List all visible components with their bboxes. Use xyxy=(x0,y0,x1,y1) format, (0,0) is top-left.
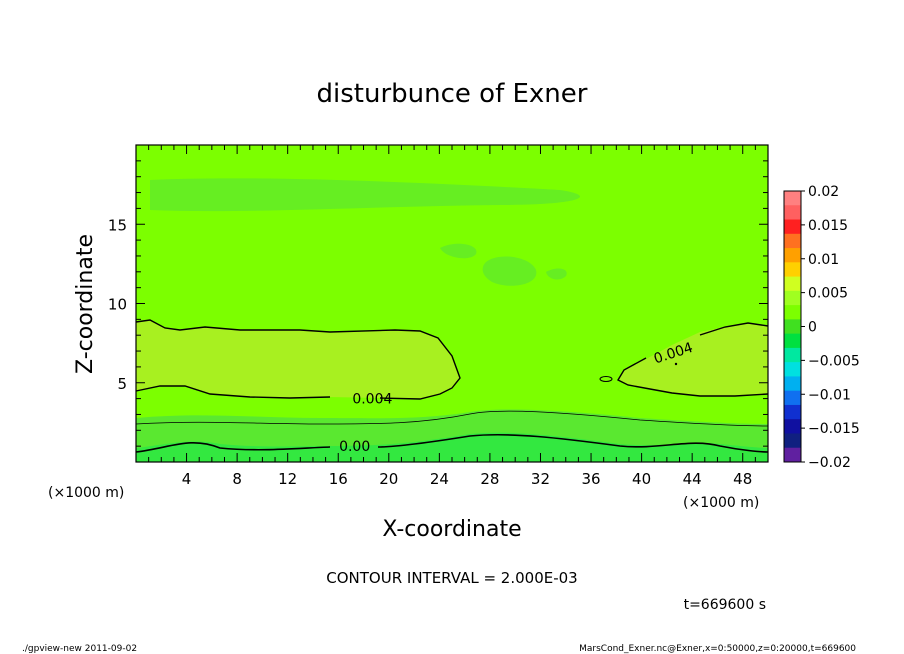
colorbar-swatch xyxy=(784,319,801,335)
colorbar-label: −0.01 xyxy=(808,387,851,403)
x-tick-label: 40 xyxy=(632,470,651,488)
contour-line xyxy=(135,385,331,399)
contour-label: 0.00 xyxy=(339,439,370,455)
x-tick-label: 48 xyxy=(733,470,752,488)
colorbar-swatch xyxy=(784,419,801,434)
contour-interval: CONTOUR INTERVAL = 2.000E-03 xyxy=(326,569,577,587)
y-tick-label: 5 xyxy=(117,375,127,393)
x-tick-label: 28 xyxy=(480,470,499,488)
colorbar-label: 0.01 xyxy=(808,252,839,268)
colorbar-label: 0 xyxy=(808,320,817,336)
y-axis: 5 10 15 xyxy=(108,160,768,447)
colorbar-swatch xyxy=(784,233,801,249)
colorbar-swatch xyxy=(784,276,801,292)
positive-region xyxy=(618,323,768,396)
colorbar-swatch xyxy=(784,447,801,463)
field-patch xyxy=(546,268,567,280)
x-tick-label: 4 xyxy=(182,470,192,488)
x-axis: 4 8 12 16 20 24 28 32 36 40 44 48 xyxy=(148,145,756,488)
colorbar-swatch xyxy=(784,333,801,349)
positive-region xyxy=(136,320,460,399)
x-tick-label: 36 xyxy=(581,470,600,488)
plot-area: 0.004 0.004 0.00 xyxy=(135,144,769,463)
x-tick-label: 8 xyxy=(232,470,242,488)
contour-line xyxy=(674,362,678,366)
contour-label: 0.004 xyxy=(352,392,392,408)
x-tick-label: 44 xyxy=(683,470,702,488)
colorbar-label: −0.005 xyxy=(808,353,860,369)
x-unit-label-left: (×1000 m) xyxy=(48,485,124,501)
colorbar-swatch xyxy=(784,347,801,363)
colorbar-label: −0.02 xyxy=(808,455,851,471)
y-axis-title: Z-coordinate xyxy=(73,234,98,374)
field-patch xyxy=(482,256,537,286)
colorbar-swatch xyxy=(784,433,801,449)
colorbar-swatch xyxy=(784,376,801,392)
colorbar-label: 0.015 xyxy=(808,218,848,234)
x-axis-title: X-coordinate xyxy=(382,517,521,542)
contour-line xyxy=(599,376,613,382)
x-tick-label: 24 xyxy=(430,470,449,488)
colorbar-label: 0.02 xyxy=(808,184,839,200)
x-tick-label: 32 xyxy=(531,470,550,488)
footer-left: ./gpview-new 2011-09-02 xyxy=(22,644,137,654)
footer-right: MarsCond_Exner.nc@Exner,x=0:50000,z=0:20… xyxy=(579,644,856,654)
colorbar-swatch xyxy=(784,262,801,278)
colorbar-swatch xyxy=(784,290,801,306)
colorbar-swatch xyxy=(784,390,801,406)
y-tick-label: 10 xyxy=(108,296,127,314)
colorbar-swatch xyxy=(784,404,801,420)
x-tick-label: 16 xyxy=(329,470,348,488)
colorbar-label: 0.005 xyxy=(808,286,848,302)
field-patch xyxy=(150,178,580,212)
colorbar-swatch xyxy=(784,205,801,221)
colorbar-swatch xyxy=(784,191,801,206)
colorbar-swatch xyxy=(784,219,801,235)
colorbar-swatch xyxy=(784,305,801,320)
x-unit-label-right: (×1000 m) xyxy=(683,495,759,511)
y-tick-label: 15 xyxy=(108,216,127,234)
contour-line xyxy=(617,322,769,397)
colorbar: 0.02 0.015 0.01 0.005 0 −0.005 −0.01 −0.015 −0.0… xyxy=(783,184,860,471)
colorbar-label: −0.015 xyxy=(808,421,860,437)
x-tick-label: 12 xyxy=(278,470,297,488)
contour-line xyxy=(135,433,769,453)
contour-line xyxy=(135,410,769,427)
x-tick-label: 20 xyxy=(379,470,398,488)
time-label: t=669600 s xyxy=(684,597,766,613)
colorbar-swatch xyxy=(784,248,801,263)
bottom-band xyxy=(136,432,768,462)
chart-title: disturbunce of Exner xyxy=(317,79,588,109)
colorbar-swatch xyxy=(784,362,801,377)
contour-line xyxy=(135,319,461,400)
field-patch xyxy=(440,243,477,259)
